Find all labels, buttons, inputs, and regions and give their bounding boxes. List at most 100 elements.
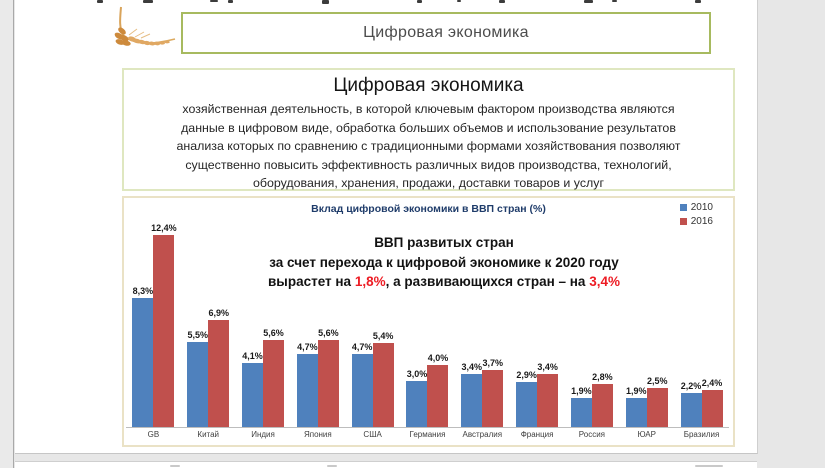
bar-2010-Австралия: 3,4% [461,362,483,427]
bar-group-Китай: 5,5% 6,9% [181,226,236,427]
bar-2010-GB: 8,3% [132,286,154,427]
bar-group-Япония: 4,7% 5,6% [290,226,345,427]
chart-annotation: ВВП развитых стран за счет перехода к ци… [242,233,646,292]
category-label-Индия: Индия [251,430,275,439]
clipped-text-fragment [584,0,593,3]
bar-2010-Германия: 3,0% [406,369,428,427]
category-label-Россия: Россия [578,430,606,439]
bar-2010-Франция: 2,9% [516,370,538,427]
legend-entry-2010: 2010 [679,202,713,213]
bar-value-label: 2,2% [680,380,702,391]
definition-text: хозяйственная деятельность, в которой кл… [124,100,733,193]
bar-value-label: 1,9% [625,385,647,396]
slide-title: Цифровая экономика [363,24,529,41]
bar-value-label: 4,7% [351,342,373,353]
annotation-line-1: ВВП развитых стран [374,235,514,250]
category-label-Австралия: Австралия [462,430,503,439]
annotation-value-developed: 1,8% [354,274,386,289]
legend-swatch-icon [679,218,687,225]
bar-value-label: 4,1% [242,351,263,362]
bar-2016-ЮАР: 2,5% [646,376,668,427]
bar-value-label: 3,4% [461,362,483,373]
clipped-text-fragment [327,465,337,467]
bar-value-label: 3,4% [537,362,558,373]
definition-line: данные в цифровом виде, обработка больши… [181,120,676,135]
bar-2016-Япония: 5,6% [317,328,339,427]
left-margin-strip [0,0,14,468]
bar-2016-Франция: 3,4% [537,362,559,427]
bar-value-label: 2,9% [516,370,537,381]
bar-value-label: 5,6% [318,328,339,339]
definition-line: хозяйственная деятельность, в которой кл… [182,102,675,116]
bar-value-label: 3,7% [482,357,504,368]
bar-2010-Китай: 5,5% [187,330,209,427]
annotation-line-3: вырастет на 1,8%, а развивающихся стран … [268,274,620,289]
clipped-text-fragment [170,465,180,467]
clipped-text-fragment [322,0,329,4]
bar-value-label: 4,7% [297,342,318,353]
definition-title: Цифровая экономика [333,75,524,96]
clipped-text-fragment [210,0,218,2]
chart-title: Вклад цифровой экономики в ВВП стран (%) [311,203,546,215]
bar-group-Франция: 2,9% 3,4% [510,226,565,427]
definition-line: анализа которых по сравнению с традицион… [176,139,681,154]
bar-2010-ЮАР: 1,9% [625,386,647,427]
category-label-Бразилия: Бразилия [683,430,720,439]
bar-2016-Индия: 5,6% [263,328,285,427]
wheat-logo-icon [114,6,176,46]
definition-line: оборудования, хранения, продажи, доставк… [253,176,604,191]
bar-2010-США: 4,7% [351,342,373,427]
bar-group-Германия: 3,0% 4,0% [400,226,455,427]
clipped-text-fragment [499,0,505,3]
clipped-text-fragment [417,0,422,3]
chart-plot-area: 8,3% 12,4% 5,5% 6,9% 4,1% 5,6% 4,7% 5,6% 4,7% 5,4… [126,222,729,428]
bar-2016-США: 5,4% [372,331,394,427]
legend-label: 2010 [690,202,713,213]
category-label-Япония: Япония [303,430,332,439]
legend-entry-2016: 2016 [679,216,713,227]
next-slide-edge [15,461,757,468]
bar-value-label: 1,9% [571,385,592,396]
bar-value-label: 3,0% [406,368,428,379]
bar-2010-Бразилия: 2,2% [680,381,702,427]
bar-2016-Китай: 6,9% [208,308,230,427]
definition-box: Цифровая экономика хозяйственная деятель… [122,68,735,191]
clipped-text-fragment [695,465,723,467]
clipped-text-fragment [457,0,461,2]
category-label-Германия: Германия [409,430,446,439]
bar-2016-Россия: 2,8% [591,372,613,427]
bar-value-label: 8,3% [132,286,154,297]
legend-swatch-icon [679,204,687,211]
annotation-line-2: за счет перехода к цифровой экономике к … [269,254,619,270]
clipped-text-fragment [695,0,701,3]
bar-group-ЮАР: 1,9% 2,5% [619,226,674,427]
bar-value-label: 2,4% [701,377,723,388]
clipped-text-fragment [97,0,103,3]
clipped-text-fragment [143,0,153,3]
bar-2010-Россия: 1,9% [570,386,592,427]
chart-category-axis: GB Китай Индия Япония США Германия Австралия Фр… [126,430,729,443]
bar-group-Индия: 4,1% 5,6% [236,226,291,427]
bar-value-label: 5,6% [263,328,284,339]
bar-value-label: 6,9% [208,308,229,319]
bar-2010-Япония: 4,7% [296,342,318,427]
bar-value-label: 12,4% [151,222,177,233]
bar-group-GB: 8,3% 12,4% [126,222,181,427]
bar-value-label: 5,4% [372,331,394,342]
bar-group-Россия: 1,9% 2,8% [565,226,620,427]
bar-2016-Бразилия: 2,4% [701,378,723,427]
bar-group-Бразилия: 2,2% 2,4% [674,226,729,427]
clipped-text-fragment [612,0,617,2]
category-label-Франция: Франция [520,430,554,439]
bar-2016-Германия: 4,0% [427,353,449,427]
chart-legend: 2010 2016 [679,202,713,230]
legend-label: 2016 [690,216,713,227]
category-label-Китай: Китай [197,430,220,439]
clipped-text-fragment [228,0,233,3]
bar-2010-Индия: 4,1% [242,351,264,427]
bar-group-Австралия: 3,4% 3,7% [455,226,510,427]
bar-value-label: 5,5% [187,329,208,340]
bar-group-США: 4,7% 5,4% [345,226,400,427]
annotation-value-developing: 3,4% [589,274,620,289]
